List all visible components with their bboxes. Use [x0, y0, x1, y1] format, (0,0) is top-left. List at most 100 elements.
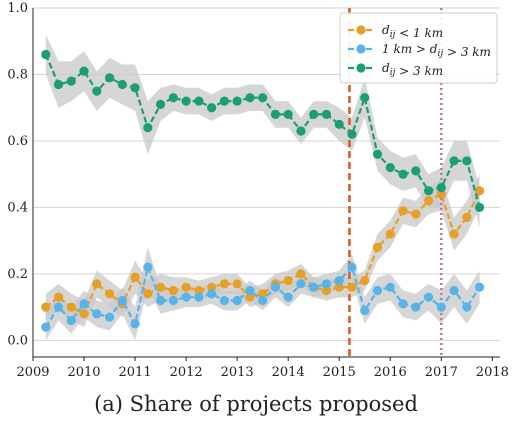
data-point [92, 309, 102, 319]
data-point [245, 292, 255, 302]
data-point [270, 282, 281, 292]
data-point [219, 279, 229, 289]
data-point [462, 156, 472, 166]
data-point [232, 279, 242, 289]
data-point [474, 202, 485, 213]
data-point [41, 302, 51, 312]
data-point [79, 299, 89, 309]
data-point [219, 295, 229, 306]
data-point [283, 275, 293, 286]
data-point [462, 302, 472, 312]
data-point [398, 299, 408, 309]
x-tick-label: 2009 [16, 365, 49, 380]
data-point [411, 302, 421, 312]
data-point [143, 289, 153, 299]
legend-marker [356, 63, 366, 73]
data-point [245, 285, 255, 296]
legend-marker [356, 25, 366, 35]
data-point [321, 285, 332, 296]
data-point [270, 109, 281, 119]
data-point [104, 312, 115, 322]
data-point [436, 182, 446, 193]
data-point [321, 279, 332, 289]
data-point [360, 305, 370, 316]
legend-label: 1 km > dij > 3 km [382, 42, 491, 59]
data-point [360, 93, 370, 103]
data-point [474, 186, 485, 196]
x-tick-label: 2015 [323, 365, 356, 380]
data-point [245, 93, 255, 103]
data-series [41, 49, 485, 332]
data-point [207, 289, 217, 299]
data-point [449, 285, 459, 296]
data-point [130, 272, 140, 282]
data-point [423, 196, 434, 206]
y-tick-label: 1.0 [7, 1, 28, 16]
data-point [207, 103, 217, 113]
data-point [194, 96, 204, 106]
data-point [398, 169, 408, 179]
data-point [232, 96, 242, 106]
data-point [232, 295, 242, 306]
data-point [385, 229, 395, 239]
axes: 0.0 0.2 0.4 0.6 0.8 1.0 2009 2010 2011 2012 2013 20… [7, 1, 509, 380]
data-point [258, 289, 268, 299]
data-point [104, 289, 115, 299]
y-tick-label: 0.4 [7, 200, 28, 215]
data-point [219, 96, 229, 106]
x-tick-label: 2016 [374, 365, 407, 380]
data-point [474, 282, 485, 292]
data-point [155, 99, 166, 109]
legend-label: dij > 3 km [382, 61, 443, 78]
data-point [347, 282, 357, 292]
data-point [372, 149, 383, 159]
data-point [143, 262, 153, 272]
data-point [194, 285, 204, 296]
data-point [41, 322, 51, 332]
data-point [53, 302, 64, 312]
y-tick-label: 0.2 [7, 267, 28, 282]
data-point [436, 189, 446, 199]
data-point [309, 282, 319, 292]
figure-caption: (a) Share of projects proposed [94, 392, 418, 416]
data-point [104, 73, 115, 83]
y-tick-label: 0.8 [7, 67, 28, 82]
data-point [207, 282, 217, 292]
data-point [53, 292, 64, 302]
data-point [423, 292, 434, 302]
x-tick-label: 2018 [476, 365, 509, 380]
data-point [79, 309, 89, 319]
data-point [296, 279, 306, 289]
data-point [53, 79, 64, 90]
legend-marker [356, 44, 366, 54]
legend-box [339, 12, 498, 84]
data-point [283, 109, 293, 119]
data-point [411, 166, 421, 176]
data-point [334, 119, 344, 129]
x-tick-label: 2014 [272, 365, 305, 380]
data-point [360, 275, 370, 286]
x-tick-label: 2011 [119, 365, 152, 380]
data-point [92, 279, 102, 289]
data-point [168, 93, 178, 103]
data-point [321, 109, 332, 119]
data-point [155, 295, 166, 306]
data-point [296, 126, 306, 136]
data-point [385, 282, 395, 292]
data-point [66, 315, 76, 326]
legend: dij < 1 km 1 km > dij > 3 km dij > 3 km [339, 12, 498, 84]
data-point [423, 186, 434, 196]
data-point [143, 123, 153, 133]
data-point [309, 109, 319, 119]
data-point [449, 156, 459, 166]
data-point [79, 66, 89, 76]
x-tick-label: 2012 [170, 365, 203, 380]
data-point [41, 49, 51, 60]
data-point [181, 282, 191, 292]
line-chart: 0.0 0.2 0.4 0.6 0.8 1.0 2009 2010 2011 2012 2013 20… [7, 1, 509, 380]
data-point [449, 229, 459, 239]
data-point [411, 209, 421, 219]
data-point [258, 295, 268, 306]
data-point [168, 295, 178, 306]
data-point [130, 83, 140, 93]
